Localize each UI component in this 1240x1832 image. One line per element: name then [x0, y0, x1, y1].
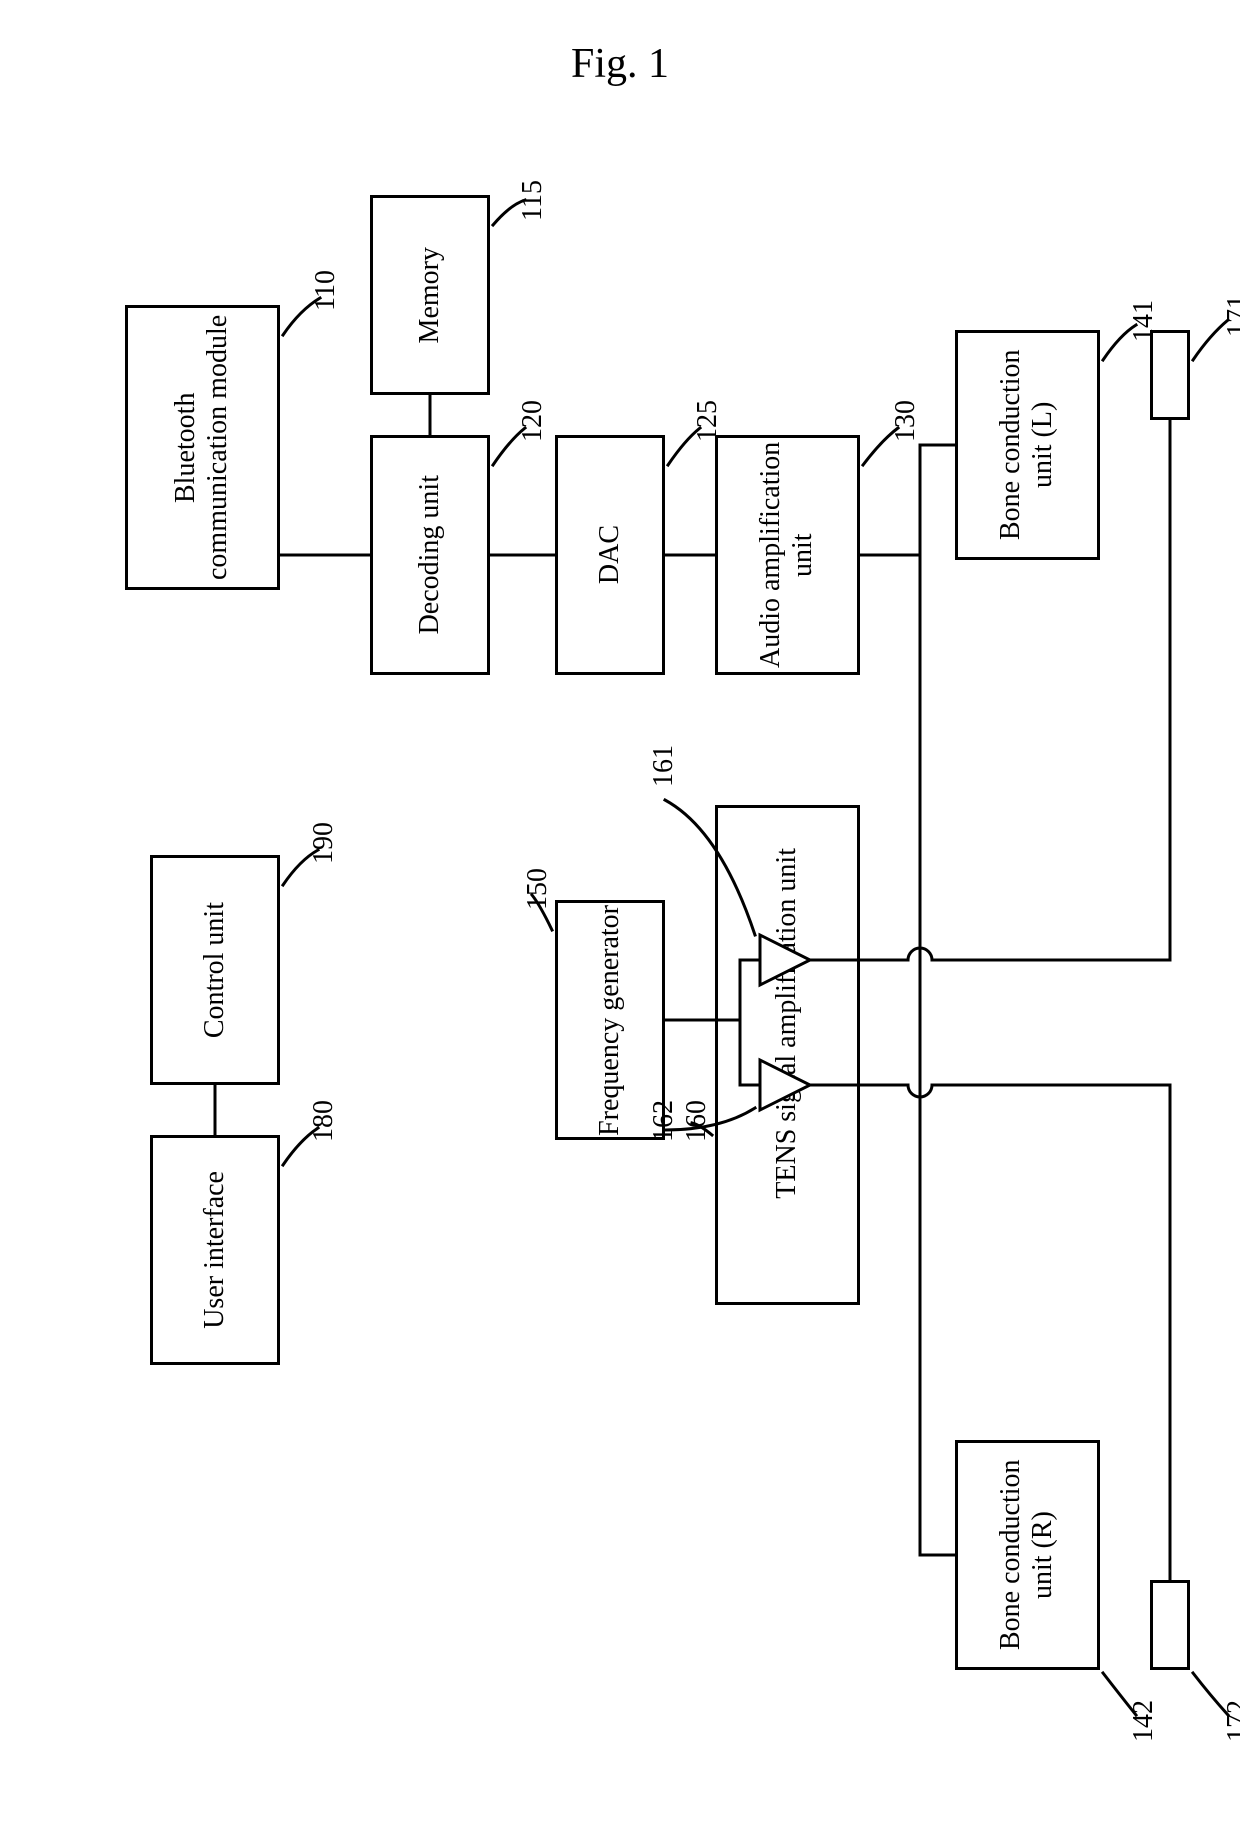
ref-130: 130: [890, 400, 922, 442]
ref-171: 171: [1222, 295, 1240, 337]
block-padR: [1150, 1580, 1190, 1670]
label-boneR: Bone conduction unit (R): [995, 1443, 1059, 1667]
ref-115: 115: [517, 180, 549, 221]
ref-150: 150: [522, 868, 554, 910]
ref-142: 142: [1128, 1700, 1160, 1742]
ref-162: 162: [648, 1100, 680, 1142]
ref-110: 110: [310, 270, 342, 311]
label-tensamp: TENS signal amplification unit: [771, 848, 803, 1199]
block-userif: User interface: [150, 1135, 280, 1365]
block-boneL: Bone conduction unit (L): [955, 330, 1100, 560]
label-audioamp: Audio amplification unit: [755, 438, 819, 672]
block-memory: Memory: [370, 195, 490, 395]
label-bluetooth: Bluetooth communication module: [170, 308, 234, 587]
block-audioamp: Audio amplification unit: [715, 435, 860, 675]
block-bluetooth: Bluetooth communication module: [125, 305, 280, 590]
ref-120: 120: [517, 400, 549, 442]
ref-190: 190: [308, 822, 340, 864]
block-padL: [1150, 330, 1190, 420]
label-memory: Memory: [414, 247, 446, 343]
ref-172: 172: [1222, 1700, 1240, 1742]
ref-160: 160: [681, 1100, 713, 1142]
label-freqgen: Frequency generator: [594, 905, 626, 1136]
ref-161: 161: [648, 745, 680, 787]
figure-title: Fig. 1: [460, 40, 780, 88]
block-decoding: Decoding unit: [370, 435, 490, 675]
block-boneR: Bone conduction unit (R): [955, 1440, 1100, 1670]
label-boneL: Bone conduction unit (L): [995, 333, 1059, 557]
ref-180: 180: [308, 1100, 340, 1142]
block-tensamp: TENS signal amplification unit: [715, 805, 860, 1305]
label-control: Control unit: [199, 902, 231, 1038]
block-control: Control unit: [150, 855, 280, 1085]
block-dac: DAC: [555, 435, 665, 675]
label-decoding: Decoding unit: [414, 475, 446, 634]
label-dac: DAC: [594, 525, 626, 584]
label-userif: User interface: [199, 1171, 231, 1329]
